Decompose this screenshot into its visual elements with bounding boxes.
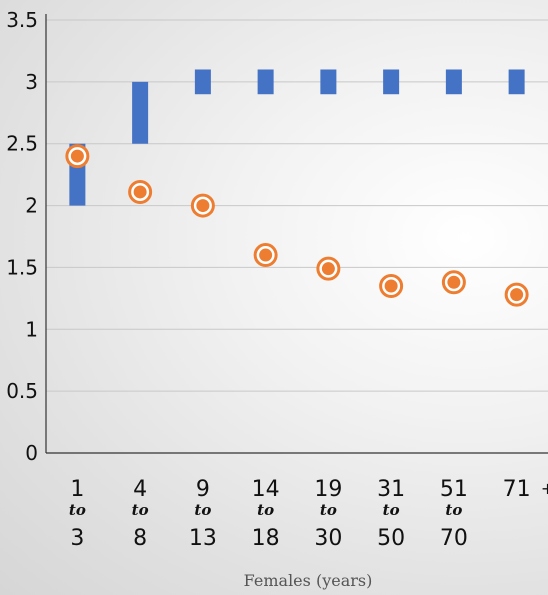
data-point [504, 282, 529, 307]
data-point [379, 273, 404, 298]
x-tick-label: to [383, 501, 400, 519]
y-tick-label: 3.5 [6, 8, 38, 32]
x-tick-label: 9 [196, 477, 210, 502]
x-axis-title: Females (years) [244, 571, 373, 590]
x-tick-label: + [541, 479, 548, 498]
x-tick-label: 1 [70, 477, 84, 502]
data-point [65, 144, 90, 169]
data-point [190, 193, 215, 218]
x-tick-label: 18 [252, 526, 280, 551]
range-bar [194, 69, 211, 95]
y-axis-ticks: 0 0.5 1 1.5 2 2.5 3 3.5 [6, 8, 38, 465]
range-bar [257, 69, 274, 95]
x-tick-label: 50 [377, 526, 405, 551]
data-point [316, 256, 341, 281]
x-tick-label: to [69, 501, 86, 519]
y-tick-label: 3 [25, 70, 38, 94]
x-tick-label: 31 [377, 477, 405, 502]
range-bar [383, 69, 400, 95]
y-tick-label: 1.5 [6, 255, 38, 279]
data-point [128, 179, 153, 204]
y-tick-label: 0 [25, 441, 38, 465]
gridlines [46, 19, 548, 454]
x-tick-label: to [194, 501, 211, 519]
data-points [65, 144, 529, 307]
data-point [441, 270, 466, 295]
x-tick-label: 8 [133, 526, 147, 551]
x-tick-label: 51 [440, 477, 468, 502]
y-tick-label: 1 [25, 317, 38, 341]
x-tick-label: 70 [440, 526, 468, 551]
x-tick-label: to [257, 501, 274, 519]
range-bar [508, 69, 525, 95]
range-bar [132, 81, 149, 144]
y-tick-label: 2.5 [6, 132, 38, 156]
range-bar [445, 69, 462, 95]
x-tick-label: to [320, 501, 337, 519]
x-tick-label: to [132, 501, 149, 519]
x-tick-label: 71 [503, 477, 531, 502]
range-bars [69, 69, 525, 206]
x-tick-label: 19 [314, 477, 342, 502]
x-tick-label: 13 [189, 526, 217, 551]
x-tick-label: to [445, 501, 462, 519]
x-tick-label: 3 [70, 526, 84, 551]
x-tick-label: 4 [133, 477, 147, 502]
y-tick-label: 0.5 [6, 379, 38, 403]
range-bar [320, 69, 337, 95]
x-tick-label: 30 [314, 526, 342, 551]
data-point [253, 243, 278, 268]
x-tick-label: 14 [252, 477, 280, 502]
y-tick-label: 2 [25, 194, 38, 218]
